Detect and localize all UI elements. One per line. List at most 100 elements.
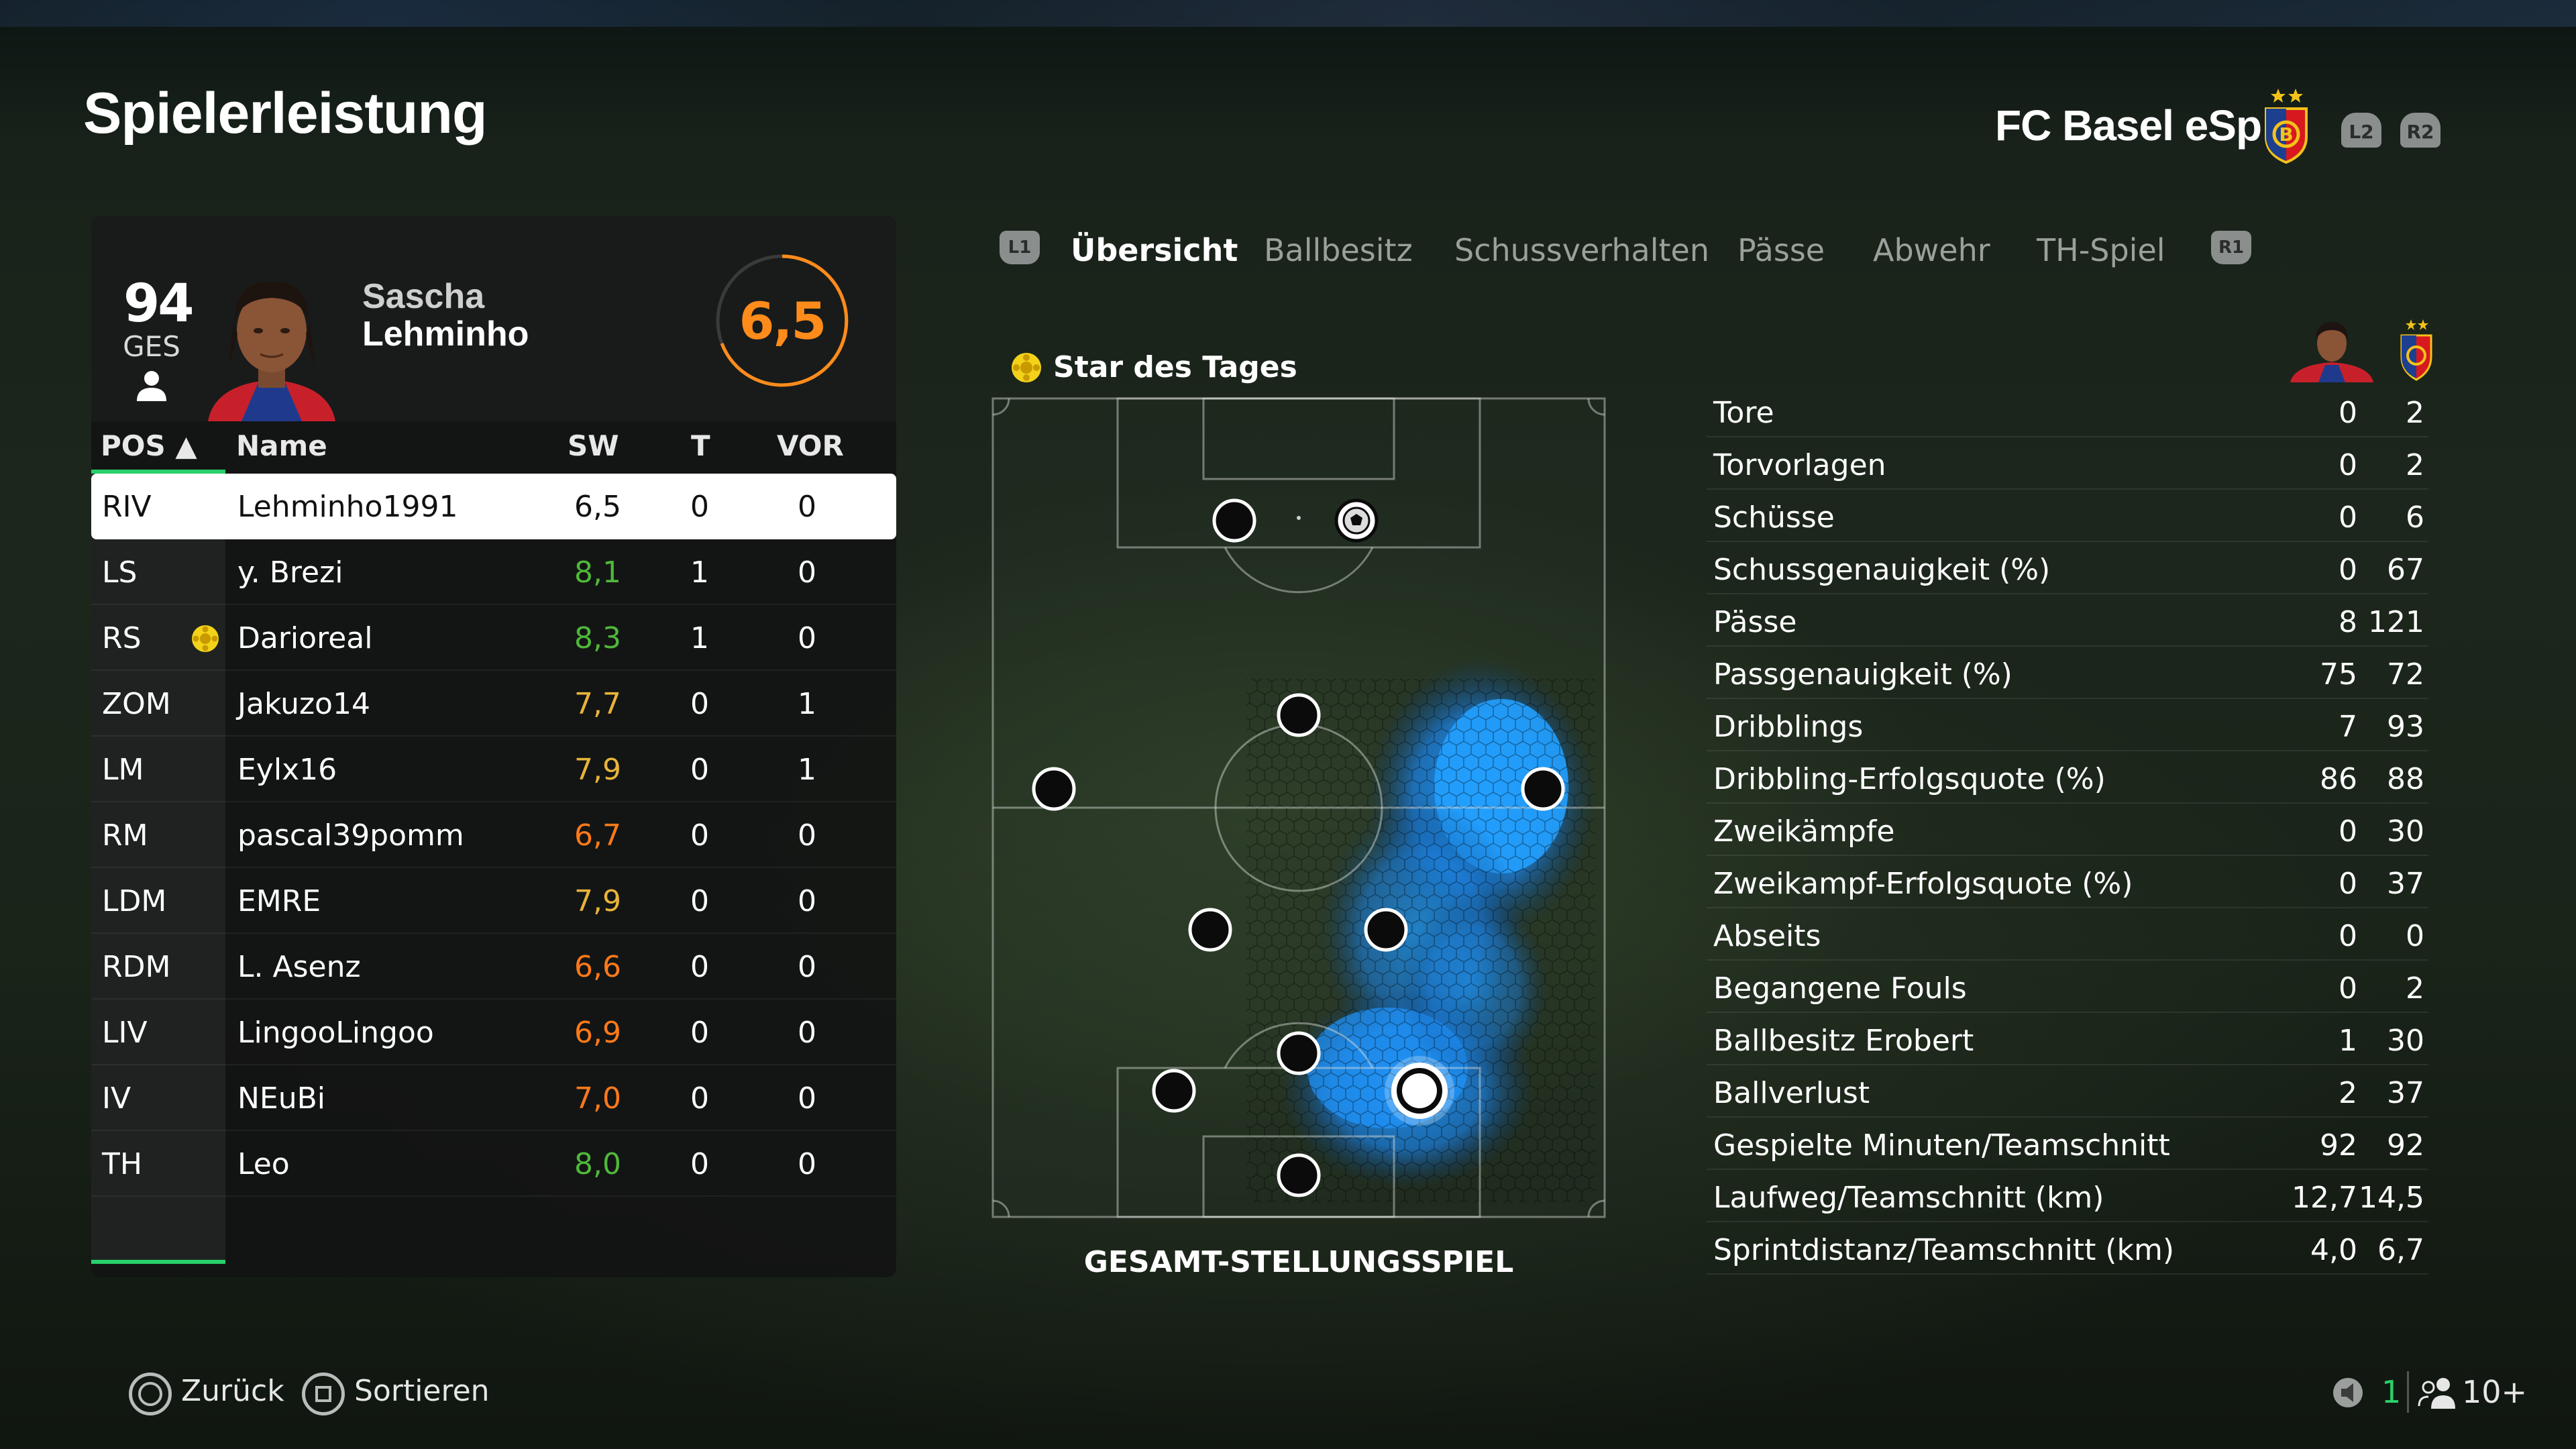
stat-separator [1707, 593, 2428, 594]
stat-player-value: 75 [2320, 657, 2357, 692]
team-crest-icon [2400, 319, 2432, 381]
tab-th-spiel[interactable]: TH-Spiel [2037, 232, 2165, 268]
row-match-rating: 6,6 [574, 950, 621, 984]
column-header-vor[interactable]: VOR [777, 429, 844, 462]
row-player-name: LingooLingoo [237, 1016, 434, 1050]
row-assists: 0 [798, 621, 816, 655]
table-row[interactable]: IV NEuBi 7,0 0 0 [91, 1065, 896, 1131]
row-goals: 0 [690, 490, 709, 524]
stat-player-value: 2 [2339, 1076, 2357, 1110]
row-goals: 1 [690, 555, 709, 590]
row-position: RDM [102, 950, 171, 984]
pitch-caption: GESAMT-STELLUNGSSPIEL [1083, 1245, 1514, 1279]
row-position: LIV [102, 1016, 148, 1050]
row-goals: 0 [690, 1147, 709, 1181]
row-position: LM [102, 753, 144, 787]
stat-row: Tore 0 2 [1707, 385, 2428, 437]
row-separator [91, 1064, 896, 1065]
tab-schussverhalten[interactable]: Schussverhalten [1454, 232, 1709, 268]
stat-separator [1707, 436, 2428, 437]
r2-trigger-button[interactable]: R2 [2400, 113, 2440, 148]
column-header-name[interactable]: Name [236, 429, 327, 462]
table-row[interactable]: ZOM Jakuzo14 7,7 0 1 [91, 671, 896, 737]
row-separator [91, 735, 896, 737]
player-last-name: Lehminho [362, 315, 529, 354]
stat-player-value: 1 [2339, 1024, 2357, 1058]
stat-team-value: 0 [2406, 919, 2424, 953]
column-header-pos[interactable]: POS ▲ [101, 429, 197, 462]
sort-button-icon[interactable] [302, 1373, 345, 1415]
back-button-label[interactable]: Zurück [181, 1374, 284, 1408]
stat-separator [1707, 802, 2428, 804]
table-row[interactable]: RS Darioreal 8,3 1 0 [91, 605, 896, 671]
sort-button-label[interactable]: Sortieren [354, 1374, 490, 1408]
row-player-name: Eylx16 [237, 753, 337, 787]
stat-player-value: 0 [2339, 971, 2357, 1006]
stat-player-value: 0 [2339, 448, 2357, 482]
tab-abwehr[interactable]: Abwehr [1873, 232, 1990, 268]
row-goals: 0 [690, 1016, 709, 1050]
sort-indicator [91, 470, 225, 474]
tab-uebersicht[interactable]: Übersicht [1071, 232, 1238, 268]
row-match-rating: 8,1 [574, 555, 621, 590]
stat-label: Dribbling-Erfolgsquote (%) [1713, 762, 2106, 796]
row-match-rating: 8,0 [574, 1147, 621, 1181]
players-icon [2418, 1378, 2455, 1409]
tab-ballbesitz[interactable]: Ballbesitz [1264, 232, 1413, 268]
stadium-backdrop [0, 0, 2576, 27]
table-row[interactable]: RM pascal39pomm 6,7 0 0 [91, 802, 896, 868]
position-column-bg [91, 474, 225, 1264]
row-player-name: Leo [237, 1147, 290, 1181]
stat-player-value: 8 [2339, 605, 2357, 639]
stat-separator [1707, 959, 2428, 961]
tab-paesse[interactable]: Pässe [1737, 232, 1825, 268]
table-row[interactable]: LDM EMRE 7,9 0 0 [91, 868, 896, 934]
r1-bumper-button[interactable]: R1 [2211, 231, 2251, 264]
table-row[interactable]: LIV LingooLingoo 6,9 0 0 [91, 1000, 896, 1065]
row-player-name: NEuBi [237, 1081, 326, 1116]
row-separator [91, 801, 896, 802]
stat-label: Schussgenauigkeit (%) [1713, 553, 2051, 587]
stat-separator [1707, 855, 2428, 856]
stat-label: Zweikämpfe [1713, 814, 1895, 849]
stat-row: Zweikampf-Erfolgsquote (%) 0 37 [1707, 856, 2428, 908]
table-row[interactable]: TH Leo 8,0 0 0 [91, 1131, 896, 1197]
match-rating-value: 6,5 [739, 291, 827, 351]
column-header-sw[interactable]: SW [568, 429, 619, 462]
table-row[interactable]: LM Eylx16 7,9 0 1 [91, 737, 896, 802]
row-separator [91, 669, 896, 671]
stat-row: Schussgenauigkeit (%) 0 67 [1707, 542, 2428, 594]
row-match-rating: 7,9 [574, 753, 621, 787]
table-row[interactable]: RDM L. Asenz 6,6 0 0 [91, 934, 896, 1000]
row-match-rating: 6,5 [574, 490, 621, 524]
stat-separator [1707, 698, 2428, 699]
stat-player-value: 0 [2339, 500, 2357, 535]
stat-label: Sprintdistanz/Teamschnitt (km) [1713, 1233, 2174, 1267]
row-goals: 0 [690, 687, 709, 721]
stat-player-value: 86 [2320, 762, 2357, 796]
table-row[interactable]: RIV Lehminho1991 6,5 0 0 [91, 474, 896, 539]
l2-trigger-button[interactable]: L2 [2341, 113, 2381, 148]
row-goals: 1 [690, 621, 709, 655]
star-of-the-day-icon [192, 625, 219, 652]
player-mini-portrait [2290, 322, 2373, 382]
heatmap-pitch [991, 397, 1606, 1218]
row-position: TH [102, 1147, 142, 1181]
stat-team-value: 121 [2368, 605, 2424, 639]
l1-bumper-button[interactable]: L1 [1000, 231, 1040, 264]
stat-team-value: 88 [2387, 762, 2424, 796]
row-separator [91, 1195, 896, 1197]
back-button-icon[interactable] [129, 1373, 172, 1415]
mic-count: 1 [2381, 1374, 2402, 1410]
stat-label: Ballbesitz Erobert [1713, 1024, 1974, 1058]
stat-player-value: 7 [2339, 710, 2357, 744]
row-separator [91, 1130, 896, 1131]
row-player-name: Jakuzo14 [237, 687, 370, 721]
stat-label: Tore [1713, 396, 1774, 430]
row-position: RM [102, 818, 148, 853]
star-of-the-day-icon [1012, 353, 1041, 382]
column-header-t[interactable]: T [691, 429, 710, 462]
table-row[interactable]: LS y. Brezi 8,1 1 0 [91, 539, 896, 605]
stat-team-value: 2 [2406, 448, 2424, 482]
stat-label: Schüsse [1713, 500, 1835, 535]
